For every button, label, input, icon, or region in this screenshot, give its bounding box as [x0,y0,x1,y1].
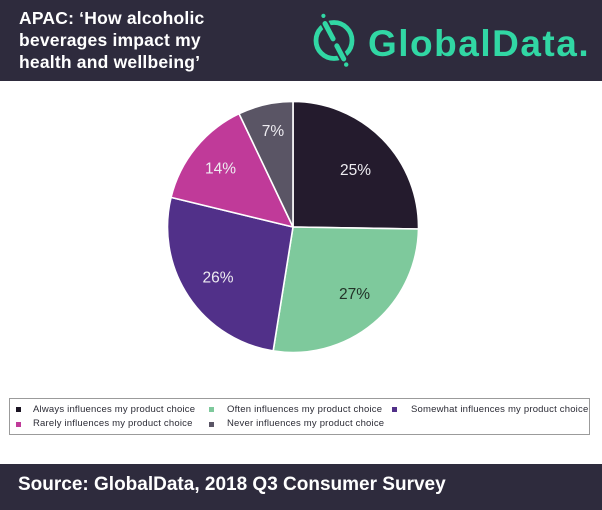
svg-text:26%: 26% [202,270,233,287]
svg-text:25%: 25% [340,162,371,179]
svg-text:14%: 14% [205,161,236,178]
svg-text:27%: 27% [339,286,370,303]
svg-text:7%: 7% [262,123,285,140]
